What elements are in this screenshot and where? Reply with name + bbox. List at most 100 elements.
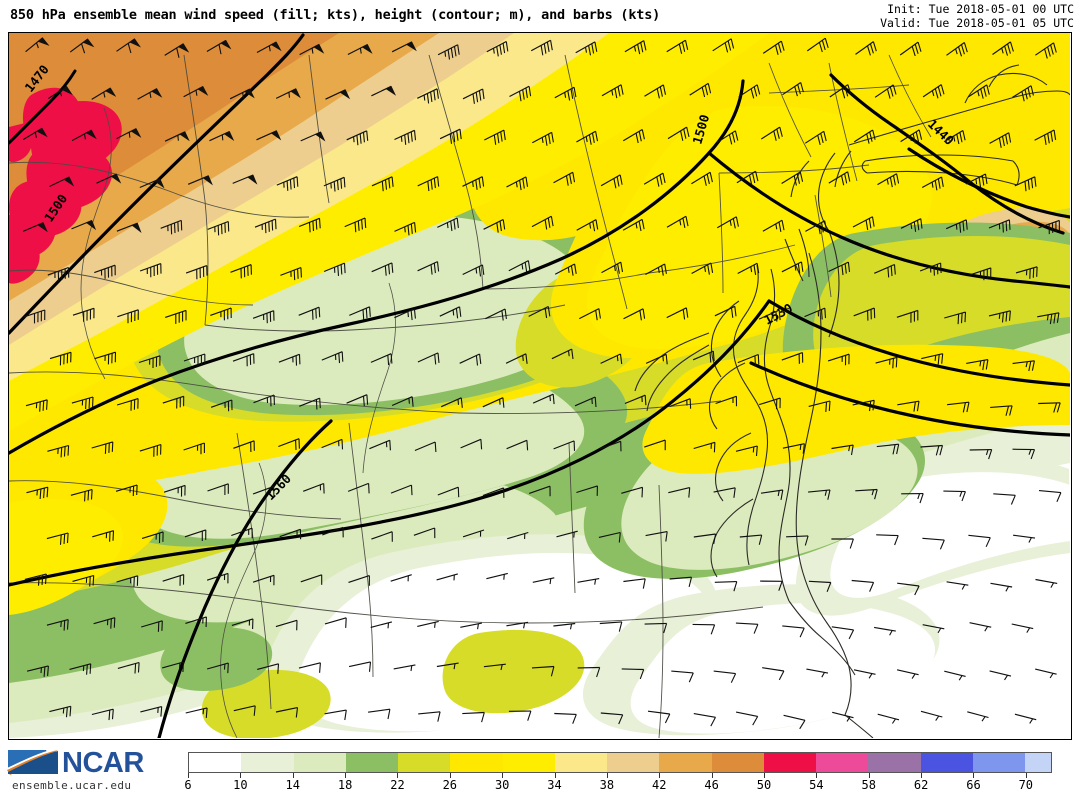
colorbar-swatch — [868, 753, 895, 772]
wind-barb — [46, 532, 69, 545]
wind-barb — [462, 88, 485, 104]
colorbar-tick-label: 34 — [547, 778, 562, 792]
wind-barb — [417, 352, 440, 365]
colorbar-tick — [711, 773, 713, 778]
wind-barb — [600, 174, 623, 189]
wind-barb — [1012, 85, 1034, 102]
wind-barb — [529, 485, 551, 497]
wind-barb — [49, 176, 75, 188]
colorbar-swatch — [398, 753, 425, 772]
wind-barb — [645, 353, 668, 365]
colorbar[interactable] — [188, 752, 1052, 773]
wind-barb — [278, 353, 301, 366]
wind-barb — [532, 577, 555, 585]
wind-barb — [417, 261, 440, 275]
wind-barb — [276, 176, 299, 191]
wind-barb — [92, 530, 115, 542]
wind-barb — [781, 171, 804, 186]
wind-barb — [275, 707, 299, 718]
wind-barb — [737, 262, 760, 275]
wind-barb — [232, 174, 258, 185]
wind-barb — [91, 708, 114, 721]
colorbar-swatch — [633, 753, 660, 772]
wind-barb — [599, 440, 622, 452]
wind-barb — [966, 359, 989, 371]
wind-barb — [210, 307, 232, 321]
wind-barb — [805, 220, 828, 235]
wind-barb — [689, 82, 712, 98]
wind-barb — [229, 88, 255, 100]
wind-barb — [781, 261, 804, 274]
colorbar-swatch — [894, 753, 921, 772]
wind-barb — [551, 348, 574, 360]
wind-barb — [390, 484, 413, 496]
wind-barb — [528, 305, 551, 319]
wind-barb — [483, 218, 506, 233]
wind-barb — [162, 661, 184, 673]
wind-barb — [440, 397, 463, 408]
wind-barb — [598, 531, 621, 543]
wind-barb — [1012, 360, 1035, 372]
wind-barb — [758, 309, 781, 322]
wind-barb — [827, 353, 850, 366]
wind-barb — [22, 127, 48, 141]
wind-barb — [508, 260, 531, 273]
wind-barb — [735, 445, 758, 457]
wind-barb — [643, 172, 666, 187]
wind-barb — [69, 663, 92, 675]
wind-barb — [786, 535, 809, 546]
wind-barb — [806, 37, 829, 53]
colorbar-tick-label: 42 — [652, 778, 667, 792]
wind-barb — [233, 705, 256, 716]
wind-barb — [417, 620, 439, 628]
colorbar-tick — [240, 773, 242, 778]
wind-barb — [623, 129, 645, 144]
page-title: 850 hPa ensemble mean wind speed (fill; … — [10, 7, 661, 23]
wind-barb — [852, 399, 875, 412]
wind-barb — [1011, 623, 1034, 633]
wind-barb — [668, 487, 691, 498]
wind-barb — [553, 622, 576, 630]
colorbar-tick-label: 30 — [494, 778, 510, 792]
wind-barb — [436, 573, 458, 581]
colorbar-tick — [554, 773, 556, 778]
wind-barb — [693, 441, 716, 453]
wind-barb — [644, 84, 667, 99]
wind-barb — [738, 84, 761, 99]
colorbar-tick-label: 54 — [809, 778, 824, 792]
wind-barb — [72, 574, 95, 587]
wind-barb — [782, 82, 804, 97]
wind-barb — [691, 262, 714, 275]
wind-barb — [117, 661, 140, 674]
wind-barb — [946, 581, 969, 590]
wind-barb — [943, 130, 966, 145]
wind-barb — [116, 398, 139, 411]
wind-barb — [579, 308, 601, 321]
wind-barb — [252, 574, 275, 586]
wind-barb — [437, 217, 459, 232]
wind-barb — [531, 215, 554, 230]
wind-barb — [209, 130, 235, 142]
wind-barb — [647, 710, 671, 724]
wind-barb — [462, 176, 485, 190]
wind-barb — [462, 264, 485, 277]
wind-barb — [141, 620, 163, 632]
wind-barb — [600, 353, 623, 365]
wind-barb — [693, 713, 716, 727]
ncar-logo-mark — [7, 748, 58, 775]
wind-barb — [968, 534, 991, 548]
wind-barb — [371, 262, 394, 276]
wind-barb — [207, 483, 229, 495]
colorbar-swatch — [1025, 753, 1052, 772]
wind-barb — [739, 534, 763, 545]
colorbar-swatch — [659, 753, 686, 772]
wind-barb — [344, 217, 367, 233]
wind-barb — [645, 263, 667, 276]
colorbar-swatch — [267, 753, 294, 772]
wind-barb — [323, 176, 346, 192]
wind-barb — [989, 670, 1012, 681]
colorbar-tick — [1025, 773, 1027, 778]
wind-barb — [553, 440, 576, 451]
wind-barb — [896, 309, 919, 323]
wind-barb — [554, 263, 577, 276]
